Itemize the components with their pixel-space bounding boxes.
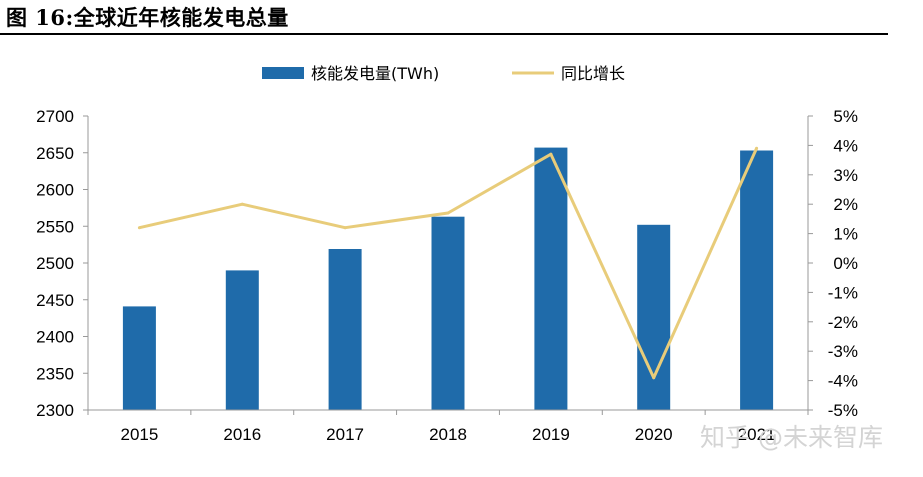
left-tick-label-2600: 2600 — [36, 181, 74, 200]
figure-title: 图 16:全球近年核能发电总量 — [6, 5, 289, 30]
left-tick-label-2350: 2350 — [36, 364, 74, 383]
right-tick-label--4%: -4% — [828, 372, 858, 391]
bar-2016 — [225, 270, 259, 410]
growth-point-2021 — [755, 146, 759, 150]
right-tick-label--5%: -5% — [828, 401, 858, 420]
right-tick-label-2%: 2% — [833, 195, 858, 214]
legend-swatch-bars — [262, 67, 304, 79]
left-tick-label-2650: 2650 — [36, 144, 74, 163]
legend-label-line: 同比增长 — [561, 64, 625, 83]
left-tick-label-2450: 2450 — [36, 291, 74, 310]
right-tick-label-4%: 4% — [833, 136, 858, 155]
x-tick-label-2018: 2018 — [429, 425, 467, 444]
left-tick-label-2700: 2700 — [36, 107, 74, 126]
x-tick-label-2020: 2020 — [635, 425, 673, 444]
right-tick-label-1%: 1% — [833, 225, 858, 244]
x-tick-label-2016: 2016 — [223, 425, 261, 444]
title-divider — [0, 33, 888, 35]
legend: 核能发电量(TWh) 同比增长 — [262, 64, 625, 83]
right-tick-label--1%: -1% — [828, 283, 858, 302]
x-tick-label-2021: 2021 — [738, 425, 776, 444]
watermark: 知乎 @未来智库 — [700, 423, 883, 452]
legend-label-bars: 核能发电量(TWh) — [311, 64, 439, 83]
bar-series — [122, 147, 774, 410]
right-tick-label--2%: -2% — [828, 313, 858, 332]
right-tick-label-5%: 5% — [833, 107, 858, 126]
right-tick-label-0%: 0% — [833, 254, 858, 273]
x-tick-label-2015: 2015 — [120, 425, 158, 444]
axes: 2300 2350 2400 2450 2500 2550 2600 2650 2700 -5% -… — [36, 107, 858, 444]
left-tick-label-2500: 2500 — [36, 254, 74, 273]
left-tick-label-2550: 2550 — [36, 217, 74, 236]
growth-point-2018 — [446, 211, 450, 215]
growth-point-2019 — [549, 152, 553, 156]
bar-2015 — [122, 306, 156, 410]
left-tick-label-2400: 2400 — [36, 328, 74, 347]
bar-2020 — [637, 224, 671, 410]
line-series — [137, 146, 759, 380]
growth-point-2016 — [240, 202, 244, 206]
growth-point-2015 — [137, 226, 141, 230]
bar-2019 — [534, 147, 568, 410]
x-tick-label-2017: 2017 — [326, 425, 364, 444]
right-tick-label-3%: 3% — [833, 166, 858, 185]
growth-point-2017 — [343, 226, 347, 230]
right-tick-label--3%: -3% — [828, 342, 858, 361]
bar-2018 — [431, 216, 465, 410]
left-tick-label-2300: 2300 — [36, 401, 74, 420]
bar-2021 — [740, 150, 774, 410]
bar-2017 — [328, 249, 362, 410]
x-tick-label-2019: 2019 — [532, 425, 570, 444]
growth-point-2020 — [652, 376, 656, 380]
